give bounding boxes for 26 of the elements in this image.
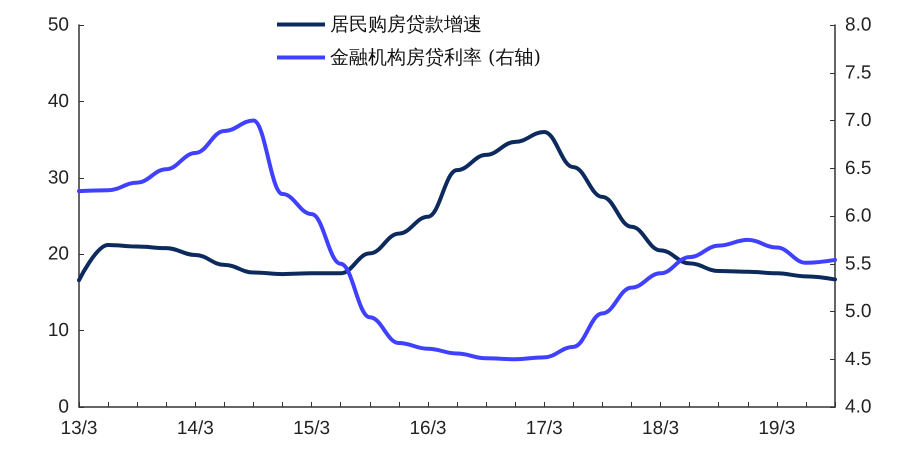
x-tick-label: 16/3 — [409, 418, 446, 439]
x-tick-label: 17/3 — [526, 418, 563, 439]
y-tick-label: 40 — [48, 90, 69, 112]
y2-tick-label: 5.0 — [845, 301, 872, 322]
y2-tick-label: 6.0 — [845, 206, 872, 226]
y2-tick-label: 7.0 — [845, 110, 872, 131]
x-tick-label: 18/3 — [642, 418, 680, 439]
y-tick-label: 50 — [48, 14, 69, 36]
x-tick-label: 14/3 — [176, 418, 214, 439]
y-tick-label: 10 — [48, 320, 69, 342]
y-tick-label: 20 — [48, 244, 69, 265]
legend-label: 金融机构房贷利率 (右轴) — [330, 46, 541, 68]
y-tick-label: 0 — [58, 396, 69, 418]
y2-tick-label: 6.5 — [845, 158, 872, 179]
legend-label: 居民购房贷款增速 — [330, 14, 482, 36]
x-tick-label: 13/3 — [60, 418, 98, 439]
line-series — [77, 118, 837, 362]
y2-tick-label: 8.0 — [845, 14, 872, 36]
x-tick-label: 15/3 — [293, 418, 330, 439]
y2-tick-label: 5.5 — [845, 253, 872, 274]
y2-tick-label: 4.0 — [845, 396, 872, 418]
y2-tick-label: 4.5 — [845, 348, 872, 370]
y-tick-label: 30 — [48, 167, 69, 188]
x-tick-label: 19/3 — [758, 418, 796, 439]
line-series — [77, 130, 837, 282]
y2-tick-label: 7.5 — [845, 62, 872, 84]
